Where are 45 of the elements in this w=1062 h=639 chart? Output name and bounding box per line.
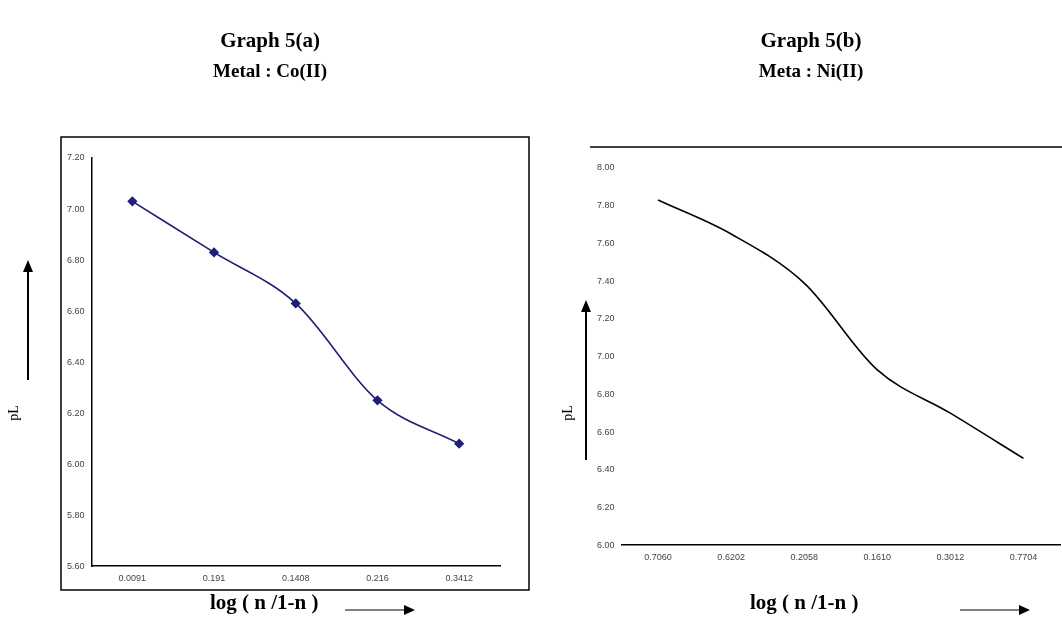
x-tick-label: 0.3012 [936, 552, 965, 563]
y-tick-label: 7.20 [66, 152, 85, 163]
x-axis-title: log ( n /1-n ) [750, 590, 859, 615]
y-tick-label: 6.20 [596, 501, 615, 512]
y-tick-label: 7.00 [596, 351, 615, 362]
y-tick-label: 6.80 [596, 388, 615, 399]
y-tick-label: 5.80 [66, 509, 85, 520]
point [127, 196, 138, 207]
point [290, 298, 301, 309]
y-tick-label: 7.20 [596, 313, 615, 324]
chart-subtitle: Metal : Co(II) [212, 60, 328, 82]
x-tick-label: 0.3412 [445, 573, 473, 584]
chart-title: Graph 5(a) [219, 28, 321, 53]
y-axis-title: pL [559, 405, 576, 421]
chart-subtitle: Meta : Ni(II) [757, 60, 865, 82]
y-tick-label: 8.00 [596, 162, 615, 173]
x-tick-label: 0.2058 [790, 552, 818, 563]
y-tick-label: 7.60 [596, 237, 615, 248]
y-tick-label: 6.20 [66, 407, 85, 418]
x-tick-label: 0.1610 [863, 552, 892, 563]
y-tick-label: 6.00 [596, 539, 615, 550]
x-tick-label: 0.0091 [118, 573, 147, 584]
x-tick-label: 0.6202 [717, 552, 745, 563]
point [209, 247, 219, 258]
x-tick-label: 0.216 [366, 573, 389, 584]
x-axis-title: log ( n /1-n ) [210, 590, 319, 615]
y-tick-label: 7.00 [66, 203, 85, 214]
y-tick-label: 6.40 [66, 356, 85, 367]
y-tick-label: 5.60 [66, 560, 85, 571]
line-series [657, 199, 1025, 460]
y-tick-label: 6.60 [66, 305, 85, 316]
y-tick-label: 7.40 [596, 275, 615, 286]
y-tick-label: 6.40 [596, 464, 615, 475]
y-tick-label: 7.80 [596, 200, 615, 211]
x-tick-label: 0.7704 [1009, 552, 1038, 563]
chart-title: Graph 5(b) [759, 28, 863, 53]
y-tick-label: 6.60 [596, 426, 615, 437]
x-tick-label: 0.1408 [281, 573, 310, 584]
x-tick-label: 0.191 [202, 573, 226, 584]
y-axis-title: pL [5, 405, 22, 421]
x-tick-label: 0.7060 [644, 552, 672, 563]
point [454, 438, 464, 449]
point [372, 395, 383, 406]
y-tick-label: 6.80 [66, 254, 85, 265]
y-tick-label: 6.00 [66, 458, 85, 469]
